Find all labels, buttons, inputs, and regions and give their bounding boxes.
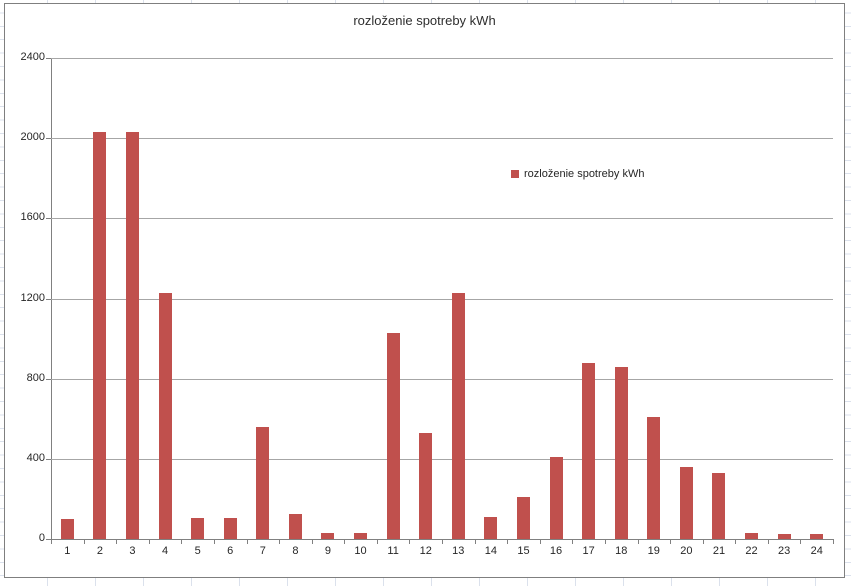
x-axis-tick — [376, 540, 378, 544]
bar[interactable] — [679, 466, 693, 539]
x-axis-tick-label: 12 — [419, 545, 432, 557]
bar[interactable] — [93, 132, 107, 539]
x-axis-tick-label: 24 — [810, 545, 823, 557]
x-axis-tick — [311, 540, 313, 544]
x-axis-tick-label: 11 — [387, 545, 399, 557]
y-axis-tick-label: 2400 — [20, 51, 45, 63]
y-axis-tick — [46, 539, 51, 540]
x-axis-tick — [833, 540, 834, 544]
bar[interactable] — [712, 472, 726, 539]
bar[interactable] — [810, 533, 824, 539]
bar[interactable] — [451, 293, 465, 539]
y-axis-tick — [46, 218, 51, 220]
chart-area[interactable]: rozloženie spotreby kWh rozloženie spotr… — [4, 3, 845, 578]
legend-label: rozloženie spotreby kWh — [524, 168, 645, 180]
y-gridline — [51, 458, 833, 460]
x-axis-tick — [767, 540, 769, 544]
y-axis-tick — [46, 298, 51, 300]
x-axis-tick — [181, 540, 183, 544]
legend-swatch-icon — [511, 170, 519, 178]
x-axis-tick — [735, 540, 737, 544]
bar[interactable] — [614, 366, 628, 539]
x-axis-tick-label: 16 — [549, 545, 563, 557]
x-axis-tick — [637, 540, 639, 544]
bar[interactable] — [223, 517, 237, 539]
bar[interactable] — [191, 517, 205, 539]
x-axis-tick — [344, 540, 346, 544]
y-axis-tick-label: 1200 — [20, 291, 45, 304]
y-axis-tick-label: 800 — [26, 371, 45, 384]
bar[interactable] — [354, 532, 368, 539]
x-axis-tick — [83, 540, 85, 544]
x-axis-tick — [148, 540, 150, 544]
x-axis-tick-label: 19 — [647, 545, 660, 557]
x-axis-tick — [442, 540, 443, 544]
x-axis-tick-label: 9 — [324, 545, 332, 557]
x-axis-tick — [213, 540, 215, 544]
x-axis-tick-label: 6 — [227, 545, 234, 557]
x-axis-tick-label: 17 — [582, 545, 595, 557]
x-axis-tick — [51, 540, 52, 544]
chart-title[interactable]: rozloženie spotreby kWh — [353, 13, 496, 28]
x-axis-tick-label: 2 — [96, 545, 103, 557]
x-axis-tick-label: 18 — [615, 545, 628, 557]
bar[interactable] — [386, 332, 400, 539]
x-axis-tick-label: 13 — [452, 545, 465, 557]
bar[interactable] — [158, 293, 172, 539]
x-axis-tick — [572, 540, 574, 544]
y-axis-tick-label: 400 — [26, 451, 45, 464]
x-axis-tick — [670, 540, 672, 544]
bar[interactable] — [60, 518, 74, 539]
y-axis-tick — [46, 138, 51, 140]
x-axis-tick — [246, 540, 248, 544]
x-axis-tick-label: 20 — [680, 545, 693, 557]
x-axis-tick-label: 21 — [712, 545, 726, 557]
x-axis-tick-label: 8 — [292, 545, 299, 557]
y-axis-tick — [46, 458, 51, 460]
legend[interactable]: rozloženie spotreby kWh — [511, 168, 644, 180]
y-axis-tick — [46, 58, 51, 59]
y-gridline — [51, 218, 833, 220]
x-axis-tick — [702, 540, 704, 544]
x-axis-tick-label: 4 — [161, 545, 169, 557]
x-axis-tick — [800, 540, 802, 544]
x-axis-tick-label: 5 — [194, 545, 201, 557]
y-gridline — [51, 378, 833, 380]
x-axis-tick — [116, 540, 118, 544]
bar[interactable] — [745, 532, 759, 539]
x-axis-tick-label: 14 — [484, 545, 497, 557]
y-axis-tick-label: 2000 — [20, 131, 45, 144]
x-axis-tick-label: 7 — [259, 545, 266, 557]
bar[interactable] — [484, 516, 498, 539]
bar[interactable] — [777, 533, 791, 539]
x-axis-tick-label: 22 — [745, 545, 758, 557]
y-gridline — [51, 138, 833, 140]
bar[interactable] — [321, 532, 335, 539]
x-axis-tick — [409, 540, 411, 544]
x-axis-tick — [279, 540, 281, 544]
x-axis-tick-label: 3 — [129, 545, 136, 557]
x-axis-tick-label: 23 — [778, 545, 791, 557]
bar[interactable] — [419, 432, 433, 539]
y-axis-tick — [46, 378, 51, 380]
x-axis-tick-label: 1 — [64, 545, 71, 557]
x-axis-tick — [507, 540, 509, 544]
y-axis-tick-label: 0 — [38, 532, 45, 544]
bar[interactable] — [256, 426, 270, 539]
bar[interactable] — [288, 513, 302, 539]
bar[interactable] — [516, 496, 530, 539]
y-axis-tick-label: 1600 — [20, 211, 45, 224]
x-axis-tick-label: 15 — [517, 545, 530, 557]
bar[interactable] — [549, 456, 563, 539]
bar[interactable] — [582, 362, 596, 539]
y-gridline — [51, 58, 833, 59]
x-axis-tick — [539, 540, 541, 544]
bar[interactable] — [125, 132, 139, 539]
x-axis-tick — [604, 540, 606, 544]
y-gridline — [51, 298, 833, 300]
bar[interactable] — [647, 416, 661, 539]
x-axis-tick — [474, 540, 476, 544]
x-axis-tick-label: 10 — [354, 545, 367, 557]
